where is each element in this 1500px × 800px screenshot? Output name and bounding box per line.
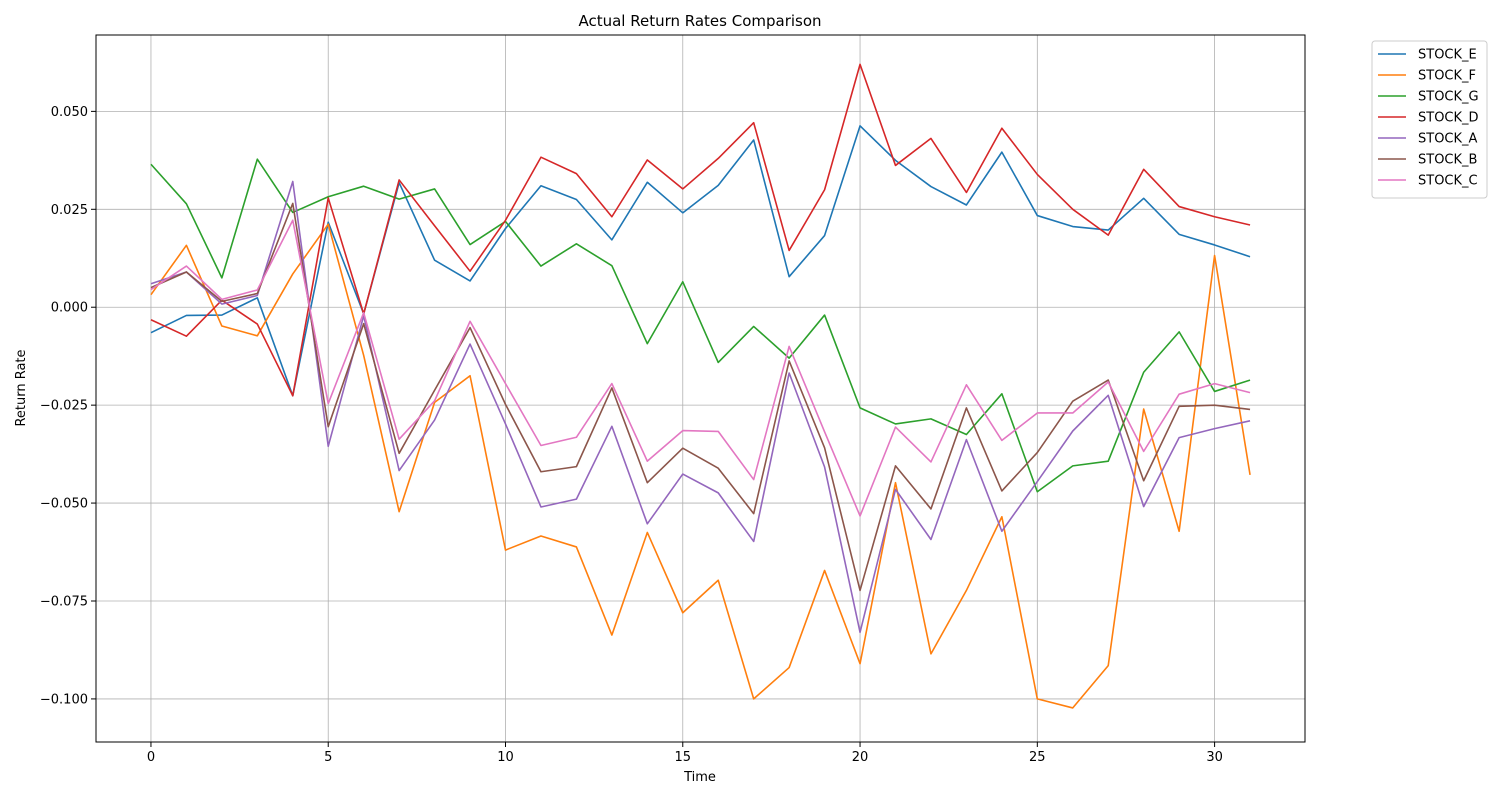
series-lines <box>150 63 1251 709</box>
series-line-stock-f <box>150 223 1251 709</box>
y-tick-label: −0.075 <box>40 594 88 609</box>
y-tick-label: 0.025 <box>51 203 88 218</box>
grid <box>96 35 1305 742</box>
legend-label: STOCK_C <box>1418 174 1478 189</box>
legend-label: STOCK_E <box>1418 48 1477 63</box>
x-axis-label: Time <box>683 770 716 785</box>
series-line-stock-g <box>150 158 1251 493</box>
series-line-stock-c <box>150 219 1251 517</box>
legend-label: STOCK_D <box>1418 111 1479 126</box>
legend-label: STOCK_A <box>1418 132 1478 147</box>
y-tick-label: −0.100 <box>40 692 88 707</box>
x-tick-label: 0 <box>147 750 155 765</box>
chart-title: Actual Return Rates Comparison <box>578 12 821 30</box>
series-line-stock-a <box>150 180 1251 634</box>
series-line-stock-d <box>150 63 1251 397</box>
x-tick-label: 10 <box>497 750 514 765</box>
y-tick-label: 0.000 <box>51 301 88 316</box>
legend-label: STOCK_G <box>1418 90 1479 105</box>
x-tick-label: 25 <box>1029 750 1046 765</box>
x-tick-label: 30 <box>1206 750 1223 765</box>
legend-label: STOCK_F <box>1418 69 1476 84</box>
x-axis: 0 5 10 15 20 25 30 <box>147 742 1223 765</box>
y-axis: −0.100 −0.075 −0.050 −0.025 0.000 0.025 0.050 <box>40 105 96 707</box>
y-tick-label: −0.050 <box>40 497 88 512</box>
x-tick-label: 20 <box>852 750 869 765</box>
y-tick-label: −0.025 <box>40 399 88 414</box>
legend-label: STOCK_B <box>1418 153 1477 168</box>
x-tick-label: 15 <box>674 750 691 765</box>
y-tick-label: 0.050 <box>51 105 88 120</box>
plot-frame <box>95 34 1306 743</box>
legend: STOCK_E STOCK_F STOCK_G STOCK_D STOCK_A STOCK… <box>1371 40 1488 199</box>
y-axis-label: Return Rate <box>14 349 29 426</box>
series-line-stock-b <box>150 202 1251 592</box>
series-line-stock-e <box>150 125 1251 397</box>
x-tick-label: 5 <box>324 750 332 765</box>
